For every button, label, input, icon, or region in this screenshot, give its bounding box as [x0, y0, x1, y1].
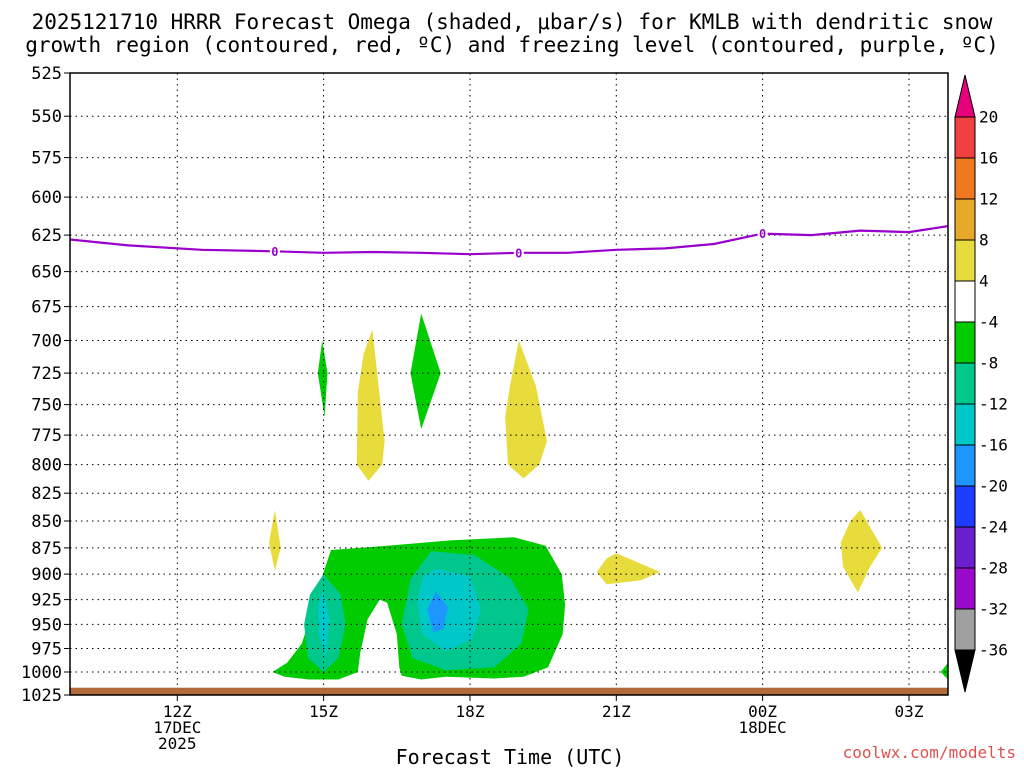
colorbar-label-3: 8 — [979, 231, 989, 250]
x-tick-label-12-1: 17DEC — [153, 718, 201, 737]
x-tick-label-12-0: 12Z — [163, 702, 192, 721]
freezing-level-label-2: 0 — [759, 227, 766, 241]
x-tick-label-27-0: 03Z — [895, 702, 924, 721]
colorbar-label-8: -16 — [979, 436, 1008, 455]
y-tick-label-650: 650 — [31, 263, 62, 283]
freezing-label-bg-1 — [513, 245, 524, 260]
x-tick-label-24-0: 00Z — [748, 702, 777, 721]
omega-region-4 — [840, 510, 883, 593]
omega-region-13 — [427, 591, 448, 633]
y-tick-label-825: 825 — [31, 484, 62, 504]
colorbar-bin-2 — [954, 198, 976, 241]
colorbar-label-0: 20 — [979, 108, 998, 127]
colorbar-label-12: -32 — [979, 600, 1008, 619]
colorbar-bin-8 — [954, 444, 976, 487]
plot-frame — [69, 72, 949, 696]
colorbar-bin-12 — [954, 608, 976, 651]
y-tick-label-700: 700 — [31, 332, 62, 352]
colorbar-bin-9 — [954, 485, 976, 528]
y-tick-label-875: 875 — [31, 539, 62, 559]
y-tick-label-575: 575 — [31, 149, 62, 169]
y-tick-label-950: 950 — [31, 615, 62, 635]
colorbar-bin-1 — [954, 157, 976, 200]
y-tick-label-525: 525 — [31, 64, 62, 84]
freezing-level-label-0: 0 — [271, 245, 278, 259]
freezing-label-bg-2 — [757, 226, 768, 241]
colorbar-bin-10 — [954, 526, 976, 569]
x-tick-label-12-2: 2025 — [158, 734, 197, 753]
colorbar-bin-4 — [954, 280, 976, 323]
colorbar-label-9: -20 — [979, 477, 1008, 496]
colorbar-label-6: -8 — [979, 354, 998, 373]
y-tick-label-625: 625 — [31, 226, 62, 246]
freezing-label-bg-0 — [269, 244, 280, 259]
y-tick-label-800: 800 — [31, 456, 62, 476]
colorbar-label-7: -12 — [979, 395, 1008, 414]
omega-region-5 — [317, 340, 328, 417]
colorbar-bin-6 — [954, 362, 976, 405]
colorbar-label-11: -28 — [979, 559, 1008, 578]
y-tick-label-725: 725 — [31, 364, 62, 384]
x-tick-label-21-0: 21Z — [602, 702, 631, 721]
omega-region-1 — [356, 329, 385, 481]
colorbar-label-2: 12 — [979, 190, 998, 209]
colorbar-bin-5 — [954, 321, 976, 364]
colorbar-bin-3 — [954, 239, 976, 282]
colorbar: 20 16 12 8 4 -4 -8 -12 -16 -20 -24 -28 -32 -36 — [954, 74, 1008, 693]
colorbar-label-1: 16 — [979, 149, 998, 168]
colorbar-bin-7 — [954, 403, 976, 446]
colorbar-label-5: -4 — [979, 313, 998, 332]
colorbar-bin-11 — [954, 567, 976, 610]
y-axis: 525 550 575 600 625 650 675 700 725 750 775 800 825 8… — [21, 64, 70, 706]
y-tick-label-750: 750 — [31, 396, 62, 416]
ground-surface — [70, 687, 948, 695]
x-tick-label-18-0: 18Z — [456, 702, 485, 721]
y-tick-label-1025: 1025 — [21, 686, 62, 706]
omega-region-3 — [596, 553, 661, 585]
ground-layer — [70, 687, 948, 695]
y-tick-label-850: 850 — [31, 512, 62, 532]
omega-region-2 — [505, 340, 547, 479]
credit-text: coolwx.com/modelts — [843, 743, 1016, 762]
x-axis-label: Forecast Time (UTC) — [396, 745, 625, 768]
omega-region-7 — [940, 662, 948, 680]
freezing-level-label-1: 0 — [515, 246, 522, 260]
omega-shading — [269, 313, 948, 680]
y-tick-label-975: 975 — [31, 640, 62, 660]
colorbar-bottom-arrow — [954, 649, 976, 693]
grid-lines — [70, 73, 948, 695]
y-tick-label-925: 925 — [31, 591, 62, 611]
y-tick-label-675: 675 — [31, 298, 62, 318]
colorbar-bin-0 — [954, 116, 976, 159]
x-tick-label-24-1: 18DEC — [739, 718, 787, 737]
y-tick-label-775: 775 — [31, 426, 62, 446]
colorbar-label-4: 4 — [979, 272, 989, 291]
colorbar-label-10: -24 — [979, 518, 1008, 537]
freezing-level-contour: 0 0 0 — [70, 225, 948, 260]
freezing-level-line — [70, 225, 948, 256]
y-tick-label-550: 550 — [31, 107, 62, 127]
y-tick-label-900: 900 — [31, 565, 62, 585]
omega-region-0 — [269, 510, 281, 571]
y-tick-label-1000: 1000 — [21, 663, 62, 683]
y-tick-label-600: 600 — [31, 188, 62, 208]
colorbar-top-arrow — [954, 74, 976, 118]
omega-region-6 — [410, 313, 441, 430]
chart-title-line-1: 2025121710 HRRR Forecast Omega (shaded, … — [32, 10, 993, 34]
chart-title-line-2: growth region (contoured, red, ºC) and f… — [25, 33, 999, 57]
colorbar-label-13: -36 — [979, 641, 1008, 660]
x-tick-label-15-0: 15Z — [309, 702, 338, 721]
